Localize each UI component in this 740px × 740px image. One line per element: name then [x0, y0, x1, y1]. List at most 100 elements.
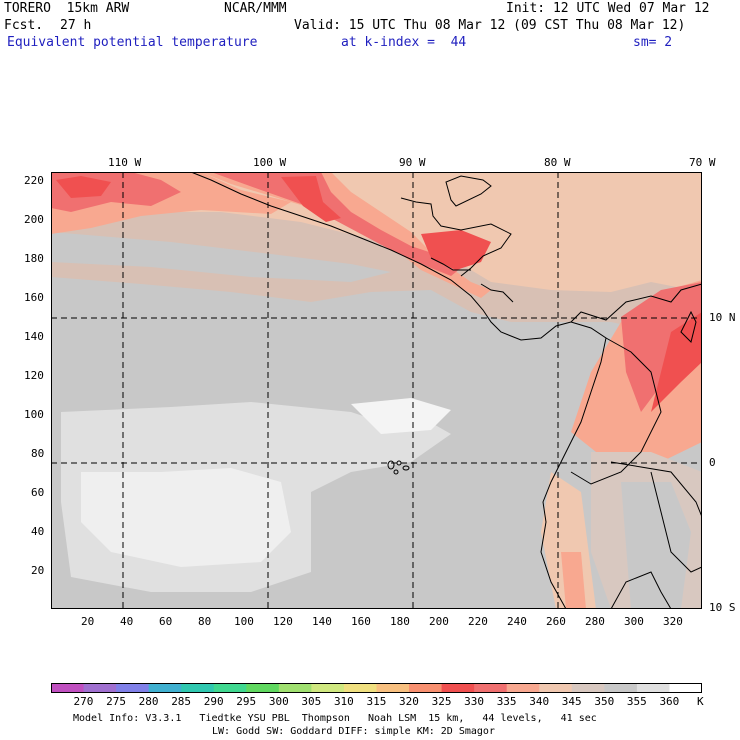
colorbar-label: 315	[366, 695, 387, 708]
colorbar-swatch	[246, 683, 280, 693]
colorbar-swatch	[409, 683, 443, 693]
colorbar-label: 350	[594, 695, 615, 708]
y-tick: 60	[31, 486, 45, 499]
colorbar-swatch	[181, 683, 215, 693]
x-tick: 60	[159, 615, 173, 628]
colorbar-label: 345	[561, 695, 582, 708]
white-patch-central	[351, 398, 451, 434]
colorbar-label: 270	[73, 695, 94, 708]
forecast-hour: 27 h	[60, 18, 92, 33]
colorbar-swatch	[116, 683, 150, 693]
red-core-venezuela	[651, 312, 702, 412]
smoothing-label: sm= 2	[633, 35, 673, 50]
y-tick: 220	[24, 174, 44, 187]
x-tick: 260	[546, 615, 566, 628]
colorbar-swatch	[669, 683, 702, 693]
x-tick: 300	[624, 615, 644, 628]
colorbar-frame	[51, 683, 702, 693]
x-tick: 20	[81, 615, 95, 628]
lon-label-70w: 70 W	[689, 156, 716, 169]
white-ocean-patch	[81, 468, 291, 567]
colorbar-swatch	[376, 683, 410, 693]
organization: NCAR/MMM	[224, 1, 287, 16]
colorbar-label: 335	[496, 695, 517, 708]
colorbar-label: 290	[203, 695, 224, 708]
y-tick: 20	[31, 564, 45, 577]
colorbar-swatch	[441, 683, 475, 693]
lon-label-100w: 100 W	[253, 156, 287, 169]
lat-label-10n: 10 N	[709, 311, 736, 324]
colorbar-label: 285	[171, 695, 192, 708]
y-tick: 40	[31, 525, 45, 538]
x-tick: 240	[507, 615, 527, 628]
field-title: Equivalent potential temperature	[7, 35, 258, 50]
colorbar-swatch	[278, 683, 312, 693]
colorbar-label: 275	[106, 695, 126, 708]
lon-label-110w: 110 W	[108, 156, 142, 169]
y-tick: 160	[24, 291, 44, 304]
gray-streak	[51, 232, 391, 282]
lat-label-0: 0	[709, 456, 716, 469]
x-tick: 220	[468, 615, 488, 628]
model-info-line1: Model Info: V3.3.1 Tiedtke YSU PBL Thomp…	[73, 713, 597, 724]
colorbar-swatch	[571, 683, 605, 693]
y-tick: 120	[24, 369, 44, 382]
colorbar-label: 300	[268, 695, 289, 708]
salmon-region-central	[201, 172, 491, 298]
red-core-guatemala	[421, 230, 491, 270]
colorbar-label: 360	[659, 695, 680, 708]
x-tick: 120	[273, 615, 293, 628]
valid-time: Valid: 15 UTC Thu 08 Mar 12 (09 CST Thu …	[294, 18, 686, 33]
colorbar-swatch	[213, 683, 247, 693]
lat-label-10s: 10 S	[709, 601, 736, 614]
x-tick: 320	[663, 615, 683, 628]
lon-label-90w: 90 W	[399, 156, 426, 169]
x-tick: 40	[120, 615, 134, 628]
map-frame	[51, 172, 702, 609]
colorbar-swatch	[311, 683, 345, 693]
colorbar-unit: K	[697, 695, 704, 708]
colorbar-swatch	[604, 683, 638, 693]
map-panel	[51, 172, 702, 609]
colorbar-label: 325	[431, 695, 452, 708]
galapagos-islands	[387, 460, 410, 475]
red-core-mexico	[281, 176, 341, 222]
x-tick: 160	[351, 615, 371, 628]
colorbar-swatch	[148, 683, 182, 693]
red-core-nw	[56, 176, 111, 198]
colorbar	[51, 683, 702, 693]
lon-label-80w: 80 W	[544, 156, 571, 169]
colorbar-swatch	[506, 683, 540, 693]
colorbar-label: 305	[301, 695, 322, 708]
colorbar-label: 310	[333, 695, 354, 708]
x-tick: 280	[585, 615, 605, 628]
model-name: TORERO 15km ARW	[4, 1, 130, 16]
forecast-label: Fcst.	[4, 18, 44, 33]
x-tick: 80	[198, 615, 212, 628]
colorbar-label: 330	[464, 695, 485, 708]
colorbar-swatch	[51, 683, 85, 693]
colorbar-label: 320	[399, 695, 419, 708]
x-tick: 180	[390, 615, 410, 628]
red-region-central	[211, 172, 461, 276]
model-info-line2: LW: Godd SW: Goddard DIFF: simple KM: 2D…	[212, 726, 495, 737]
colorbar-swatch	[539, 683, 573, 693]
y-tick: 80	[31, 447, 45, 460]
red-region-colombia	[621, 282, 702, 412]
colorbar-label: 340	[529, 695, 550, 708]
y-tick: 180	[24, 252, 44, 265]
colorbar-swatch	[83, 683, 117, 693]
colorbar-swatch	[636, 683, 670, 693]
init-time: Init: 12 UTC Wed 07 Mar 12	[506, 1, 710, 16]
level-label: at k-index = 44	[341, 35, 467, 50]
lat-lon-grid	[51, 172, 702, 609]
y-tick: 140	[24, 330, 44, 343]
colorbar-label: 355	[626, 695, 647, 708]
salmon-region-coast	[561, 552, 586, 609]
colorbar-swatch	[474, 683, 508, 693]
x-tick: 200	[429, 615, 449, 628]
colorbar-label: 280	[138, 695, 159, 708]
y-tick: 100	[24, 408, 44, 421]
x-tick: 100	[234, 615, 254, 628]
x-tick: 140	[312, 615, 332, 628]
